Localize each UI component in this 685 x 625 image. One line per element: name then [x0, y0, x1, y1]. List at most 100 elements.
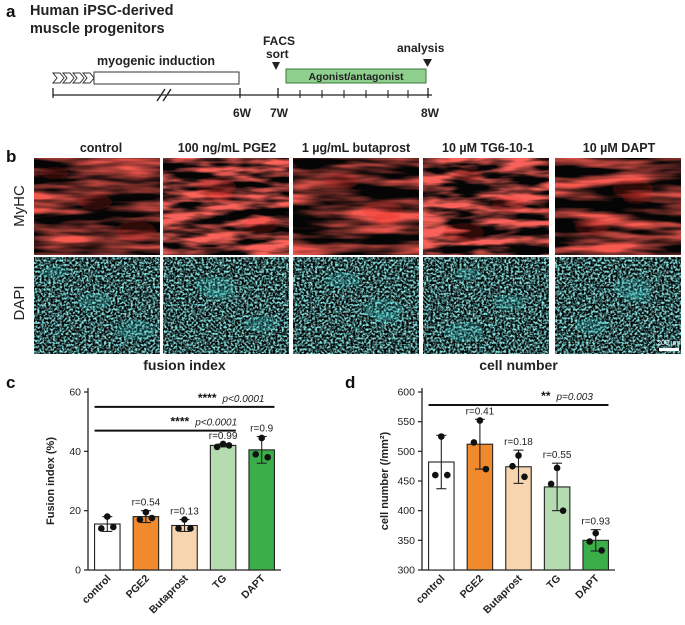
significance-bracket: **** p<0.0001 — [94, 391, 275, 408]
condition-label-1: 100 ng/mL PGE2 — [178, 141, 276, 155]
bar-dapt — [248, 449, 275, 571]
category-label-butaprost: Butaprost — [481, 572, 525, 616]
data-point-butaprost — [181, 516, 188, 523]
data-point-control — [104, 513, 111, 520]
category-label-dapt: DAPT — [573, 572, 602, 601]
panel-d: d cell number cell number (/mm²) 300 350 400… — [345, 357, 615, 616]
bar-tg — [209, 444, 237, 571]
y-axis-label: Fusion index (%) — [45, 437, 57, 525]
significance-bracket: **** p<0.0001 — [94, 415, 237, 432]
micrograph-dapi-4 — [555, 257, 681, 354]
data-point-control — [110, 523, 117, 531]
micrograph-myhc-3 — [423, 158, 549, 255]
y-tick-label: 600 — [397, 387, 415, 399]
y-tick-label: 350 — [397, 535, 415, 547]
r-value-butaprost: r=0.13 — [170, 507, 199, 518]
chart-title: fusion index — [143, 357, 226, 373]
data-point-pge2 — [476, 417, 484, 424]
timeline-title-line1: Human iPSC-derived — [30, 3, 173, 19]
progenitor-arrows-icon — [51, 72, 95, 84]
micrograph-myhc-2 — [293, 158, 419, 255]
cell-number-chart: cell number cell number (/mm²) 300 350 400 45… — [379, 357, 615, 616]
r-value-butaprost: r=0.18 — [504, 437, 533, 448]
timeline-day-ticks — [299, 90, 409, 98]
data-point-pge2 — [136, 516, 144, 523]
micrograph-dapi-0 — [34, 257, 160, 354]
significance-stars: **** — [171, 415, 190, 429]
chart-title: cell number — [479, 357, 558, 373]
r-value-pge2: r=0.41 — [466, 406, 495, 417]
data-point-control — [444, 471, 451, 479]
treatment-label: Agonist/antagonist — [308, 71, 404, 83]
r-value-pge2: r=0.54 — [132, 498, 161, 509]
panel-b: b control 100 ng/mL PGE2 1 µg/mL butapro… — [6, 141, 681, 354]
data-point-tg — [553, 464, 561, 472]
analysis-arrow-icon — [423, 59, 432, 67]
timeline-break-icon — [156, 88, 172, 102]
y-tick-label: 20 — [69, 505, 81, 517]
y-tick-label: 0 — [75, 565, 81, 577]
micrograph-myhc-4 — [555, 158, 681, 255]
scale-bar: 200 µm — [657, 340, 681, 351]
data-point-pge2 — [482, 465, 490, 473]
category-label-tg: TG — [210, 573, 229, 592]
facs-label-line2: sort — [266, 47, 289, 61]
facs-label-line1: FACS — [263, 34, 295, 48]
y-tick-label: 300 — [397, 565, 415, 577]
category-label-dapt: DAPT — [239, 572, 268, 601]
y-tick-label: 500 — [397, 446, 415, 458]
data-point-pge2 — [148, 514, 156, 522]
data-point-butaprost — [509, 462, 516, 470]
data-point-dapt — [586, 538, 593, 545]
data-point-pge2 — [142, 508, 150, 516]
data-point-tg — [559, 507, 567, 514]
category-label-control: control — [414, 573, 448, 607]
data-point-butaprost — [175, 525, 182, 532]
y-tick-label: 550 — [397, 416, 415, 428]
panel-letter-d: d — [345, 373, 355, 392]
timeline-title-line2: muscle progenitors — [30, 21, 165, 37]
data-point-dapt — [258, 434, 266, 442]
micrograph-dapi-1 — [163, 257, 289, 354]
significance-bracket: ** p=0.003 — [428, 389, 609, 407]
data-point-butaprost — [515, 452, 522, 459]
data-point-dapt — [264, 453, 272, 461]
week-8-label: 8W — [421, 106, 440, 120]
induction-label: myogenic induction — [97, 54, 215, 68]
significance-stars: ** — [541, 389, 551, 403]
week-7-label: 7W — [270, 106, 289, 120]
facs-arrow-icon — [272, 62, 280, 70]
micrograph-myhc-0 — [34, 158, 160, 255]
micrograph-dapi-2 — [293, 257, 419, 354]
analysis-label: analysis — [397, 41, 445, 55]
micrograph-dapi-3 — [423, 257, 549, 354]
panel-letter-b: b — [6, 147, 16, 166]
significance-p-value: p<0.0001 — [222, 394, 265, 405]
r-value-dapt: r=0.9 — [250, 424, 274, 435]
data-point-control — [98, 525, 105, 532]
category-label-control: control — [80, 573, 114, 607]
scale-bar-line — [659, 348, 679, 351]
data-point-dapt — [598, 547, 605, 554]
treatment-box — [285, 68, 427, 84]
row-label-dapi: DAPI — [11, 285, 28, 320]
data-point-pge2 — [470, 439, 478, 446]
y-tick-label: 60 — [69, 387, 81, 399]
data-point-butaprost — [187, 525, 194, 532]
y-tick-label: 400 — [397, 505, 415, 517]
condition-label-4: 10 µM DAPT — [583, 141, 656, 155]
micrograph-myhc-1 — [163, 158, 289, 255]
condition-label-0: control — [80, 141, 122, 155]
panel-letter-c: c — [6, 373, 15, 392]
r-value-tg: r=0.99 — [209, 431, 238, 442]
y-tick-label: 40 — [69, 446, 81, 458]
category-label-tg: TG — [544, 573, 563, 592]
scale-bar-label: 200 µm — [657, 340, 681, 347]
y-tick-label: 450 — [397, 476, 415, 488]
condition-label-2: 1 µg/mL butaprost — [302, 141, 411, 155]
panel-letter-a: a — [6, 2, 16, 21]
data-point-dapt — [252, 451, 259, 458]
row-label-myhc: MyHC — [11, 185, 28, 227]
panel-c: c fusion index Fusion index (%) 0 20 40 60 con… — [6, 357, 281, 616]
significance-p-value: p<0.0001 — [194, 418, 237, 429]
